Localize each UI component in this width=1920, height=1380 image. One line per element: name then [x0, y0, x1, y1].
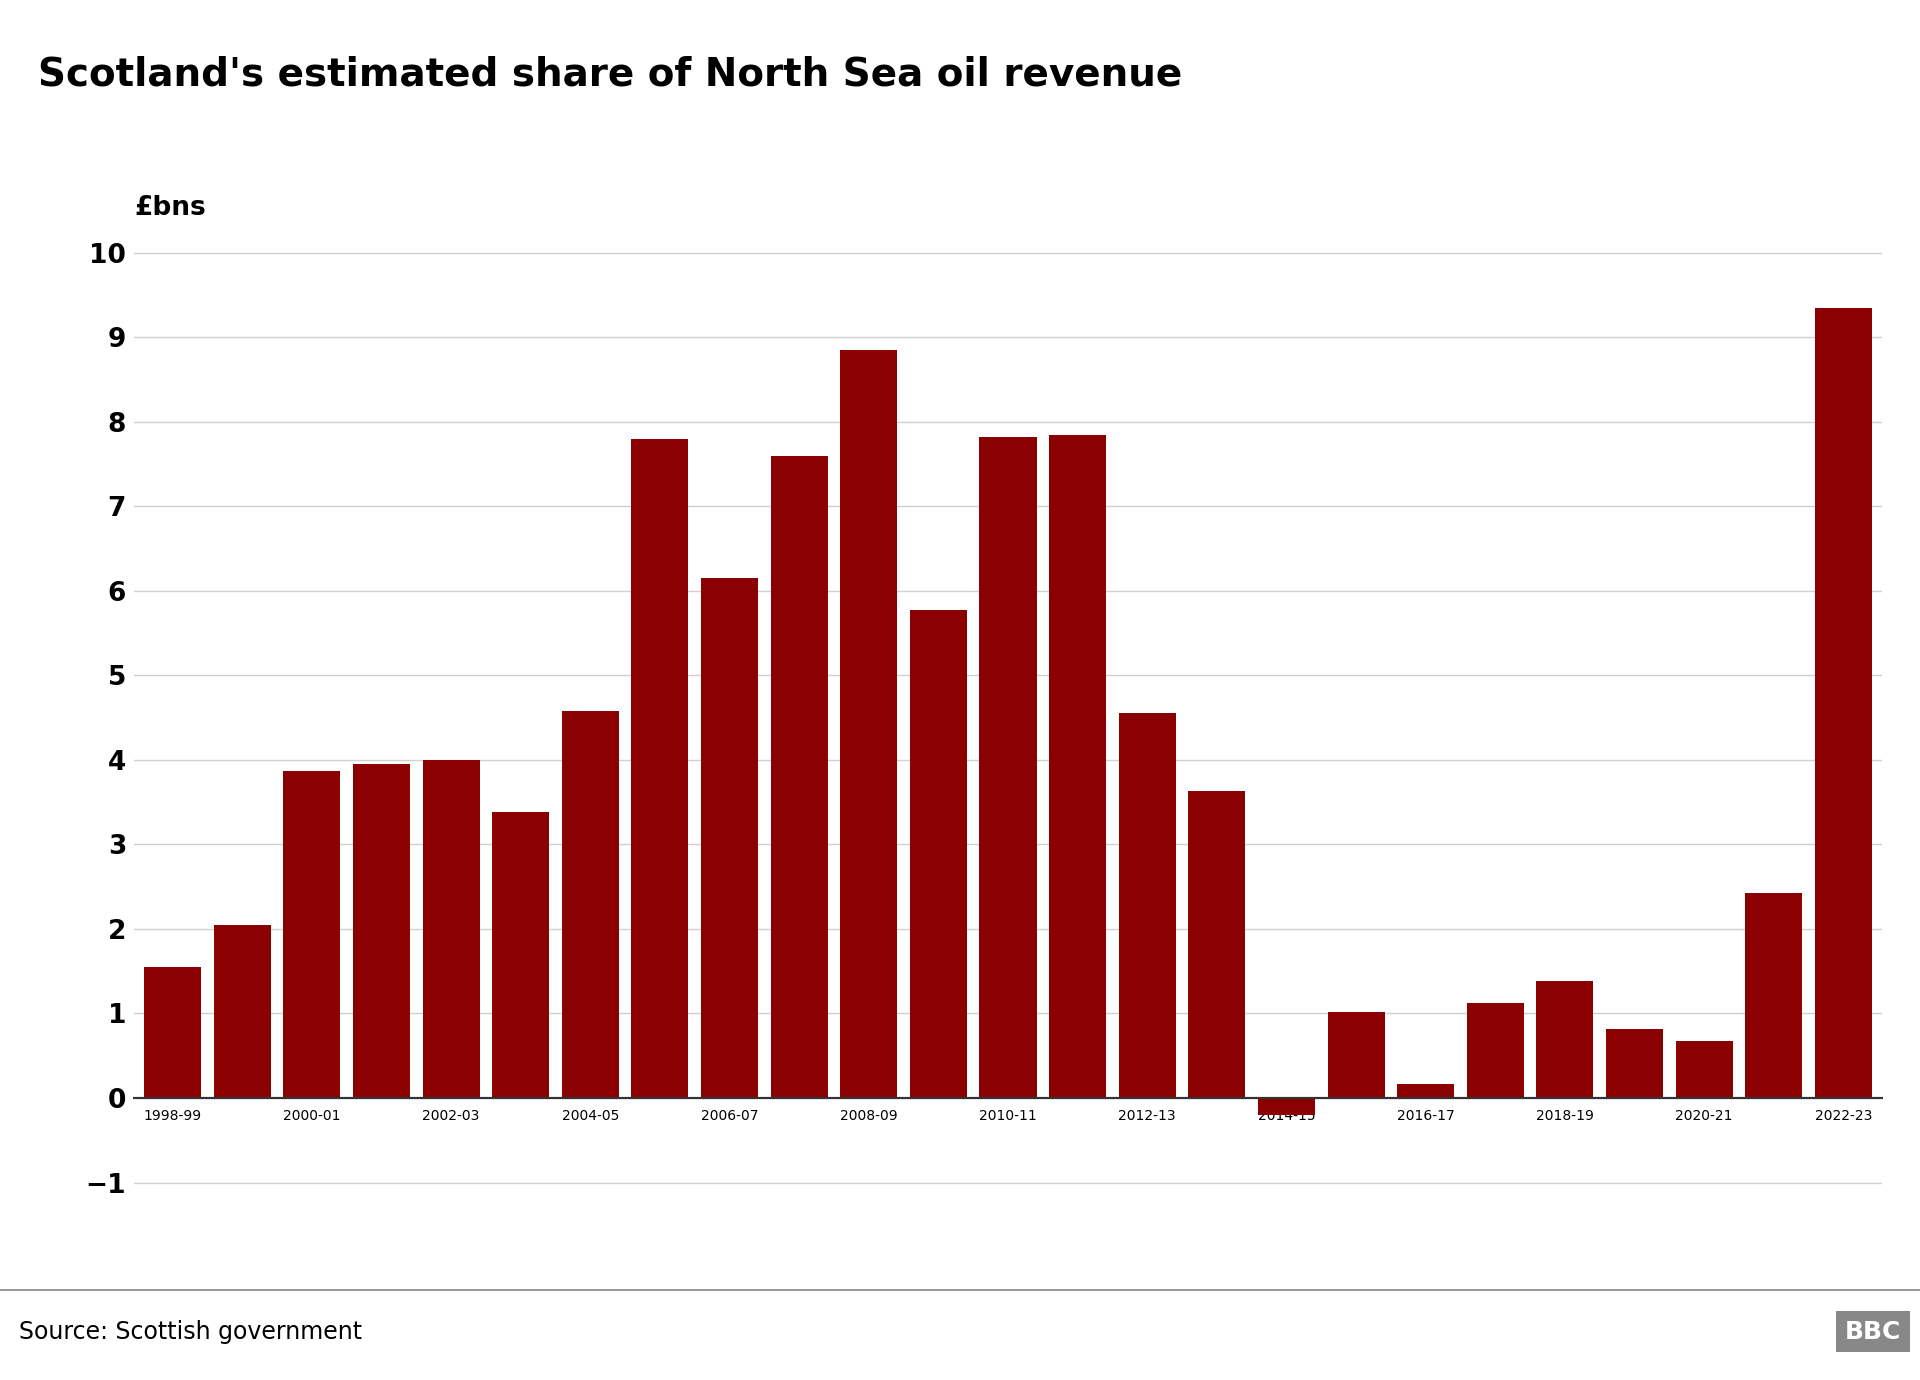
Bar: [1258, 1098, 1315, 1115]
Bar: [1467, 1002, 1524, 1098]
Bar: [1398, 1083, 1453, 1098]
Bar: [979, 437, 1037, 1098]
Bar: [1048, 435, 1106, 1098]
Text: Scotland's estimated share of North Sea oil revenue: Scotland's estimated share of North Sea …: [38, 55, 1183, 94]
Bar: [284, 771, 340, 1098]
Bar: [632, 439, 689, 1098]
Bar: [422, 760, 480, 1098]
Text: Source: Scottish government: Source: Scottish government: [19, 1319, 363, 1344]
Bar: [563, 711, 618, 1098]
Bar: [1814, 308, 1872, 1098]
Bar: [1536, 981, 1594, 1098]
Bar: [1745, 893, 1803, 1098]
Bar: [1119, 713, 1175, 1098]
Bar: [213, 925, 271, 1098]
Bar: [1605, 1028, 1663, 1098]
Text: BBC: BBC: [1845, 1319, 1901, 1344]
Bar: [1676, 1042, 1732, 1098]
Bar: [1327, 1012, 1384, 1098]
Bar: [841, 351, 897, 1098]
Bar: [910, 610, 968, 1098]
Bar: [770, 457, 828, 1098]
Text: £bns: £bns: [134, 195, 205, 221]
Bar: [353, 765, 411, 1098]
Bar: [144, 967, 202, 1098]
Bar: [701, 578, 758, 1098]
Bar: [1188, 791, 1246, 1098]
Bar: [492, 813, 549, 1098]
